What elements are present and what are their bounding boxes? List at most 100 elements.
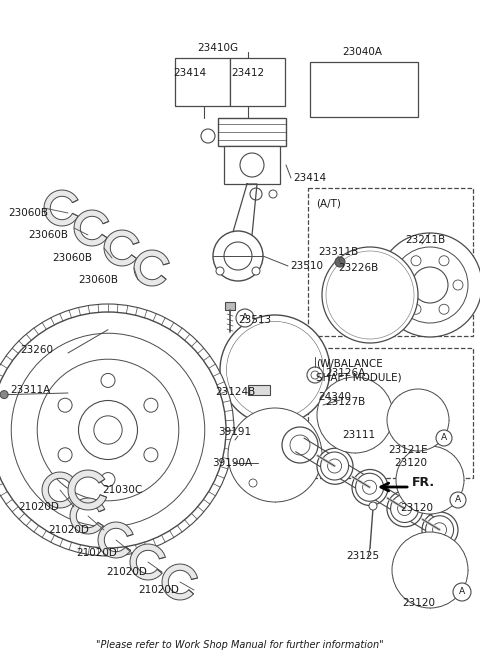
Text: 23121E: 23121E bbox=[388, 445, 428, 455]
Text: 23226B: 23226B bbox=[338, 263, 378, 273]
Text: 21020D: 21020D bbox=[106, 567, 147, 577]
Text: 23120: 23120 bbox=[402, 598, 435, 608]
Text: 23414: 23414 bbox=[173, 68, 206, 78]
Circle shape bbox=[397, 280, 407, 290]
Circle shape bbox=[387, 303, 397, 313]
Circle shape bbox=[392, 532, 468, 608]
Circle shape bbox=[426, 516, 454, 544]
Circle shape bbox=[307, 367, 323, 383]
Circle shape bbox=[325, 457, 345, 476]
Text: 23120: 23120 bbox=[394, 458, 427, 468]
Circle shape bbox=[453, 583, 471, 601]
Circle shape bbox=[235, 415, 315, 495]
Polygon shape bbox=[98, 522, 133, 558]
Ellipse shape bbox=[391, 93, 403, 101]
Text: 23125: 23125 bbox=[346, 551, 379, 561]
Ellipse shape bbox=[387, 68, 407, 82]
Circle shape bbox=[250, 188, 262, 200]
Text: 23060B: 23060B bbox=[52, 253, 92, 263]
Circle shape bbox=[58, 398, 72, 412]
Circle shape bbox=[323, 383, 387, 447]
Circle shape bbox=[144, 448, 158, 462]
Circle shape bbox=[453, 280, 463, 290]
Circle shape bbox=[94, 416, 122, 444]
Circle shape bbox=[249, 479, 257, 487]
Polygon shape bbox=[42, 472, 76, 508]
Ellipse shape bbox=[312, 68, 332, 82]
Circle shape bbox=[269, 190, 277, 198]
Circle shape bbox=[101, 373, 115, 388]
Circle shape bbox=[450, 492, 466, 508]
Ellipse shape bbox=[337, 68, 357, 82]
Circle shape bbox=[37, 359, 179, 501]
Text: 23060B: 23060B bbox=[78, 275, 118, 285]
Bar bbox=[218, 118, 286, 146]
Text: A: A bbox=[441, 434, 447, 443]
Text: 23126A: 23126A bbox=[325, 368, 365, 378]
Circle shape bbox=[224, 242, 252, 270]
Circle shape bbox=[391, 495, 419, 523]
Polygon shape bbox=[70, 498, 105, 534]
Circle shape bbox=[365, 316, 375, 326]
Circle shape bbox=[387, 277, 397, 287]
Circle shape bbox=[227, 322, 323, 418]
Circle shape bbox=[290, 435, 310, 455]
Circle shape bbox=[365, 264, 375, 274]
Ellipse shape bbox=[341, 93, 353, 101]
Text: 21020D: 21020D bbox=[18, 502, 59, 512]
Circle shape bbox=[327, 459, 342, 473]
Text: 23311A: 23311A bbox=[10, 385, 50, 395]
Text: 23111: 23111 bbox=[342, 430, 375, 440]
Circle shape bbox=[235, 330, 315, 410]
Circle shape bbox=[387, 491, 423, 527]
Circle shape bbox=[11, 333, 205, 527]
Circle shape bbox=[243, 423, 307, 487]
Circle shape bbox=[317, 377, 393, 453]
Circle shape bbox=[335, 260, 405, 330]
Polygon shape bbox=[104, 230, 139, 266]
Circle shape bbox=[387, 389, 449, 451]
Circle shape bbox=[236, 309, 254, 327]
Text: 21020D: 21020D bbox=[76, 548, 117, 558]
Circle shape bbox=[252, 267, 260, 275]
Circle shape bbox=[408, 548, 452, 592]
Circle shape bbox=[343, 277, 352, 287]
Text: SHAFT MODULE): SHAFT MODULE) bbox=[316, 373, 402, 383]
Circle shape bbox=[234, 329, 316, 411]
Circle shape bbox=[369, 502, 377, 510]
Ellipse shape bbox=[341, 71, 353, 79]
Circle shape bbox=[395, 499, 415, 519]
Circle shape bbox=[263, 358, 287, 382]
Polygon shape bbox=[226, 184, 257, 256]
Text: A: A bbox=[455, 495, 461, 504]
Circle shape bbox=[398, 538, 462, 602]
Circle shape bbox=[436, 430, 452, 446]
Circle shape bbox=[237, 331, 313, 409]
Circle shape bbox=[412, 267, 448, 303]
Text: 23414: 23414 bbox=[293, 173, 326, 183]
Circle shape bbox=[229, 324, 321, 416]
Circle shape bbox=[396, 446, 464, 514]
Text: 23311B: 23311B bbox=[318, 247, 358, 257]
Circle shape bbox=[404, 405, 432, 434]
Circle shape bbox=[411, 304, 421, 314]
Circle shape bbox=[101, 472, 115, 487]
Circle shape bbox=[430, 520, 450, 540]
Text: 23510: 23510 bbox=[290, 261, 323, 271]
Circle shape bbox=[0, 390, 8, 399]
Polygon shape bbox=[134, 250, 169, 286]
Circle shape bbox=[227, 321, 324, 419]
Bar bbox=[225, 302, 235, 310]
Bar bbox=[175, 58, 230, 106]
Text: 39190A: 39190A bbox=[212, 458, 252, 468]
Text: 21030C: 21030C bbox=[102, 485, 142, 495]
Circle shape bbox=[412, 462, 448, 498]
Text: 23060B: 23060B bbox=[8, 208, 48, 218]
Circle shape bbox=[213, 231, 263, 281]
Ellipse shape bbox=[366, 71, 378, 79]
Circle shape bbox=[335, 257, 345, 267]
Polygon shape bbox=[68, 470, 107, 510]
Polygon shape bbox=[130, 544, 165, 580]
Circle shape bbox=[439, 256, 449, 266]
Circle shape bbox=[311, 371, 319, 379]
